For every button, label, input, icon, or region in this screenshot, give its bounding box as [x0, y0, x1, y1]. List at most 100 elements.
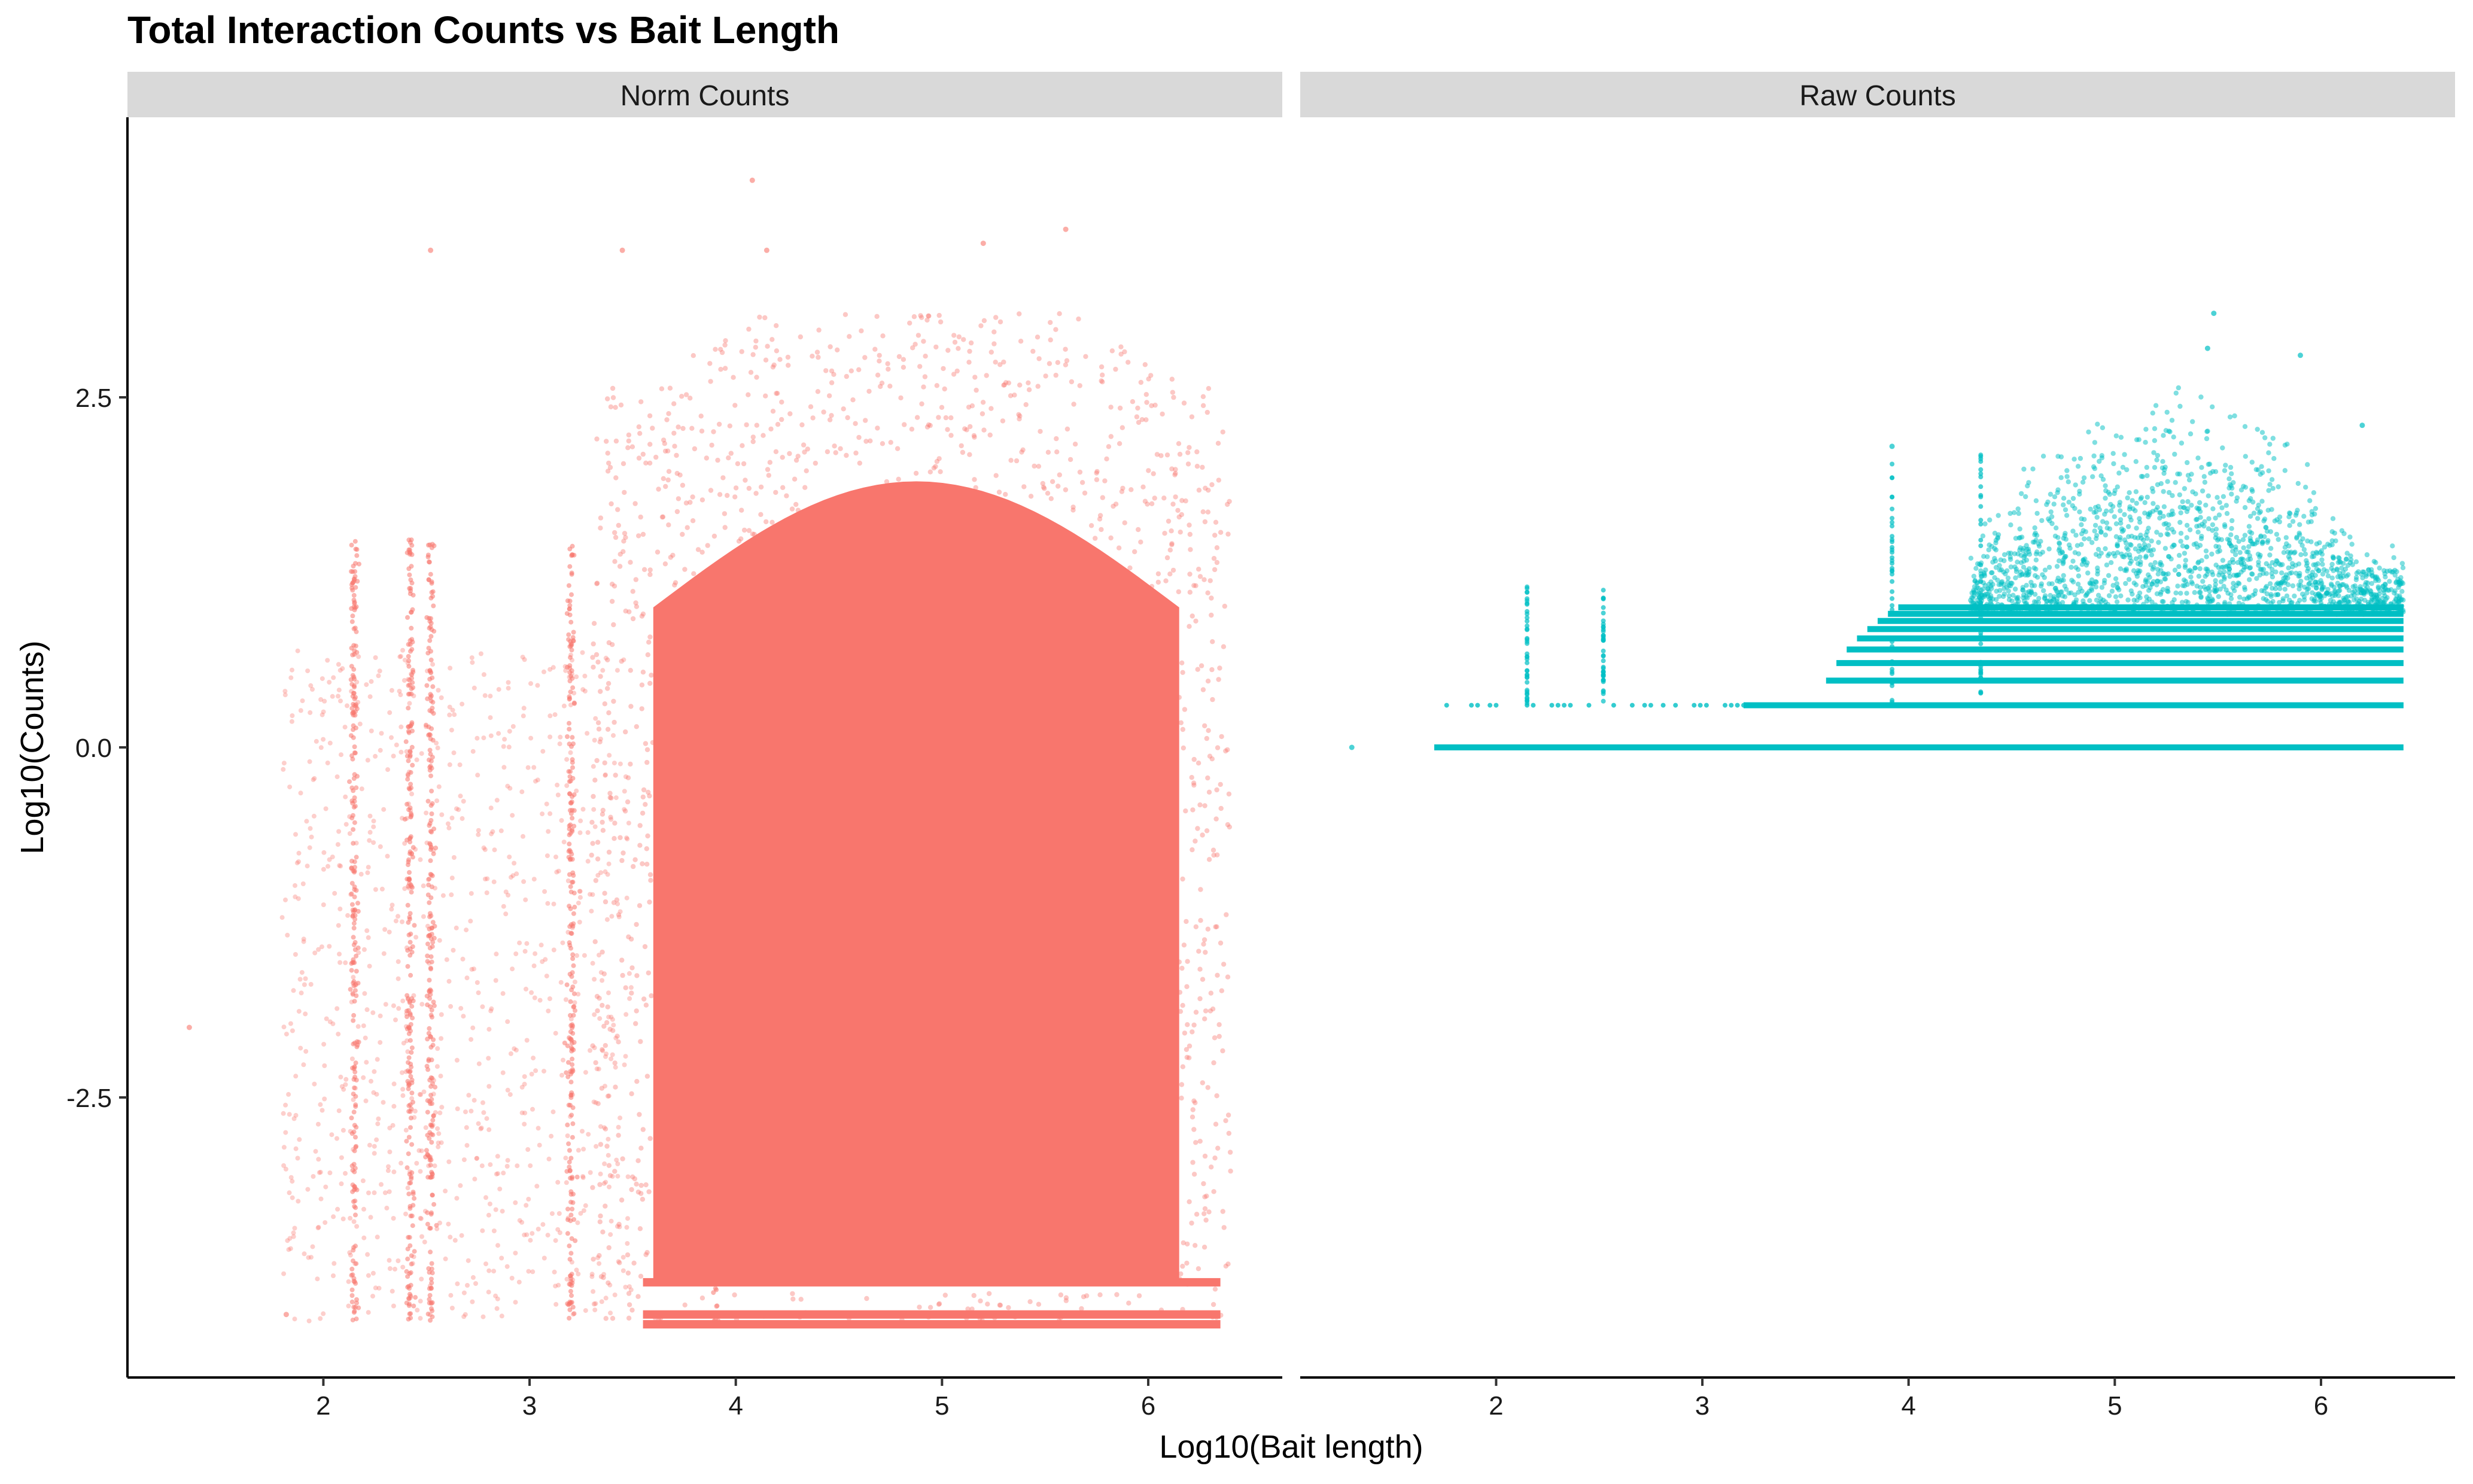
raw-point	[1994, 597, 1999, 603]
raw-point	[1531, 703, 1536, 708]
norm-point	[753, 338, 759, 344]
raw-point	[2143, 440, 2148, 445]
raw-point	[2179, 600, 2185, 605]
raw-point	[1568, 703, 1573, 708]
raw-point	[2140, 584, 2146, 589]
norm-point	[683, 500, 689, 506]
norm-point	[1187, 445, 1192, 450]
norm-point	[1173, 494, 1178, 500]
raw-point	[1981, 554, 1987, 559]
norm-point	[732, 403, 738, 408]
raw-point	[2016, 510, 2021, 516]
norm-point	[1206, 488, 1211, 493]
norm-point	[281, 1145, 287, 1150]
raw-point	[2247, 529, 2253, 534]
norm-point	[996, 489, 1002, 495]
norm-point	[978, 323, 984, 329]
norm-point	[430, 589, 436, 594]
norm-point	[1067, 457, 1073, 463]
norm-point	[419, 1276, 424, 1282]
raw-point	[2266, 450, 2271, 455]
norm-point	[567, 697, 572, 702]
raw-point	[2111, 461, 2116, 467]
raw-point	[1890, 637, 1895, 642]
norm-point	[389, 907, 394, 912]
norm-point	[610, 642, 615, 647]
raw-point	[2115, 484, 2120, 489]
raw-point	[2040, 572, 2045, 577]
norm-point	[753, 345, 759, 350]
norm-point	[407, 753, 413, 758]
norm-point	[1102, 478, 1108, 483]
norm-point	[540, 811, 545, 817]
norm-point	[600, 1002, 605, 1008]
norm-point	[308, 710, 313, 715]
norm-point	[567, 1257, 573, 1262]
norm-point	[577, 889, 582, 894]
norm-point	[568, 1288, 573, 1294]
norm-point	[404, 1014, 409, 1019]
raw-point	[1450, 703, 1455, 708]
norm-point	[1026, 380, 1031, 385]
norm-point	[628, 761, 633, 767]
norm-point	[345, 703, 349, 708]
norm-point	[569, 1176, 574, 1181]
raw-point	[1993, 540, 1999, 546]
norm-point	[568, 1282, 573, 1287]
raw-point	[2236, 604, 2241, 610]
norm-point	[1205, 679, 1211, 684]
norm-point	[486, 1084, 492, 1089]
raw-point	[2226, 601, 2232, 607]
norm-point	[599, 1085, 604, 1091]
raw-point	[2107, 526, 2113, 531]
norm-point	[296, 1009, 302, 1014]
norm-point	[634, 1079, 640, 1084]
raw-point	[2118, 508, 2123, 513]
norm-point	[676, 496, 682, 501]
norm-point	[1181, 400, 1187, 406]
norm-point	[770, 409, 776, 414]
norm-point	[387, 1258, 392, 1263]
norm-point	[802, 485, 808, 490]
raw-point	[1890, 659, 1895, 664]
norm-point	[993, 360, 998, 365]
norm-point	[1214, 787, 1219, 793]
norm-point	[404, 1269, 409, 1274]
norm-point	[594, 436, 600, 442]
raw-point	[2268, 529, 2273, 534]
norm-point	[474, 980, 480, 985]
raw-point	[2247, 565, 2253, 570]
norm-point	[566, 854, 571, 860]
norm-point	[482, 847, 488, 852]
raw-point	[2143, 579, 2148, 584]
norm-point	[381, 807, 387, 812]
norm-point	[351, 1129, 357, 1135]
norm-point	[431, 851, 436, 856]
norm-counts-band	[643, 1310, 1221, 1319]
norm-point	[352, 913, 358, 918]
norm-point	[1063, 1298, 1069, 1303]
norm-point	[406, 932, 412, 938]
raw-point	[2127, 604, 2133, 610]
norm-outlier-point	[428, 247, 434, 253]
norm-point	[1178, 1009, 1184, 1014]
norm-point	[1194, 464, 1200, 469]
norm-point	[1212, 533, 1218, 538]
norm-point	[431, 1202, 437, 1207]
raw-point	[2250, 542, 2256, 547]
raw-point	[2066, 479, 2071, 485]
norm-point	[1184, 1260, 1190, 1266]
norm-point	[301, 1062, 306, 1068]
norm-point	[691, 353, 696, 358]
norm-point	[1170, 567, 1176, 573]
norm-point	[625, 775, 631, 781]
raw-point	[1624, 703, 1629, 708]
norm-point	[403, 1127, 409, 1133]
norm-point	[287, 1112, 292, 1117]
raw-point	[2264, 591, 2270, 597]
norm-point	[346, 1279, 351, 1284]
norm-point	[428, 692, 433, 697]
raw-point	[2133, 546, 2139, 552]
norm-point	[430, 684, 436, 689]
raw-point	[2150, 489, 2156, 494]
